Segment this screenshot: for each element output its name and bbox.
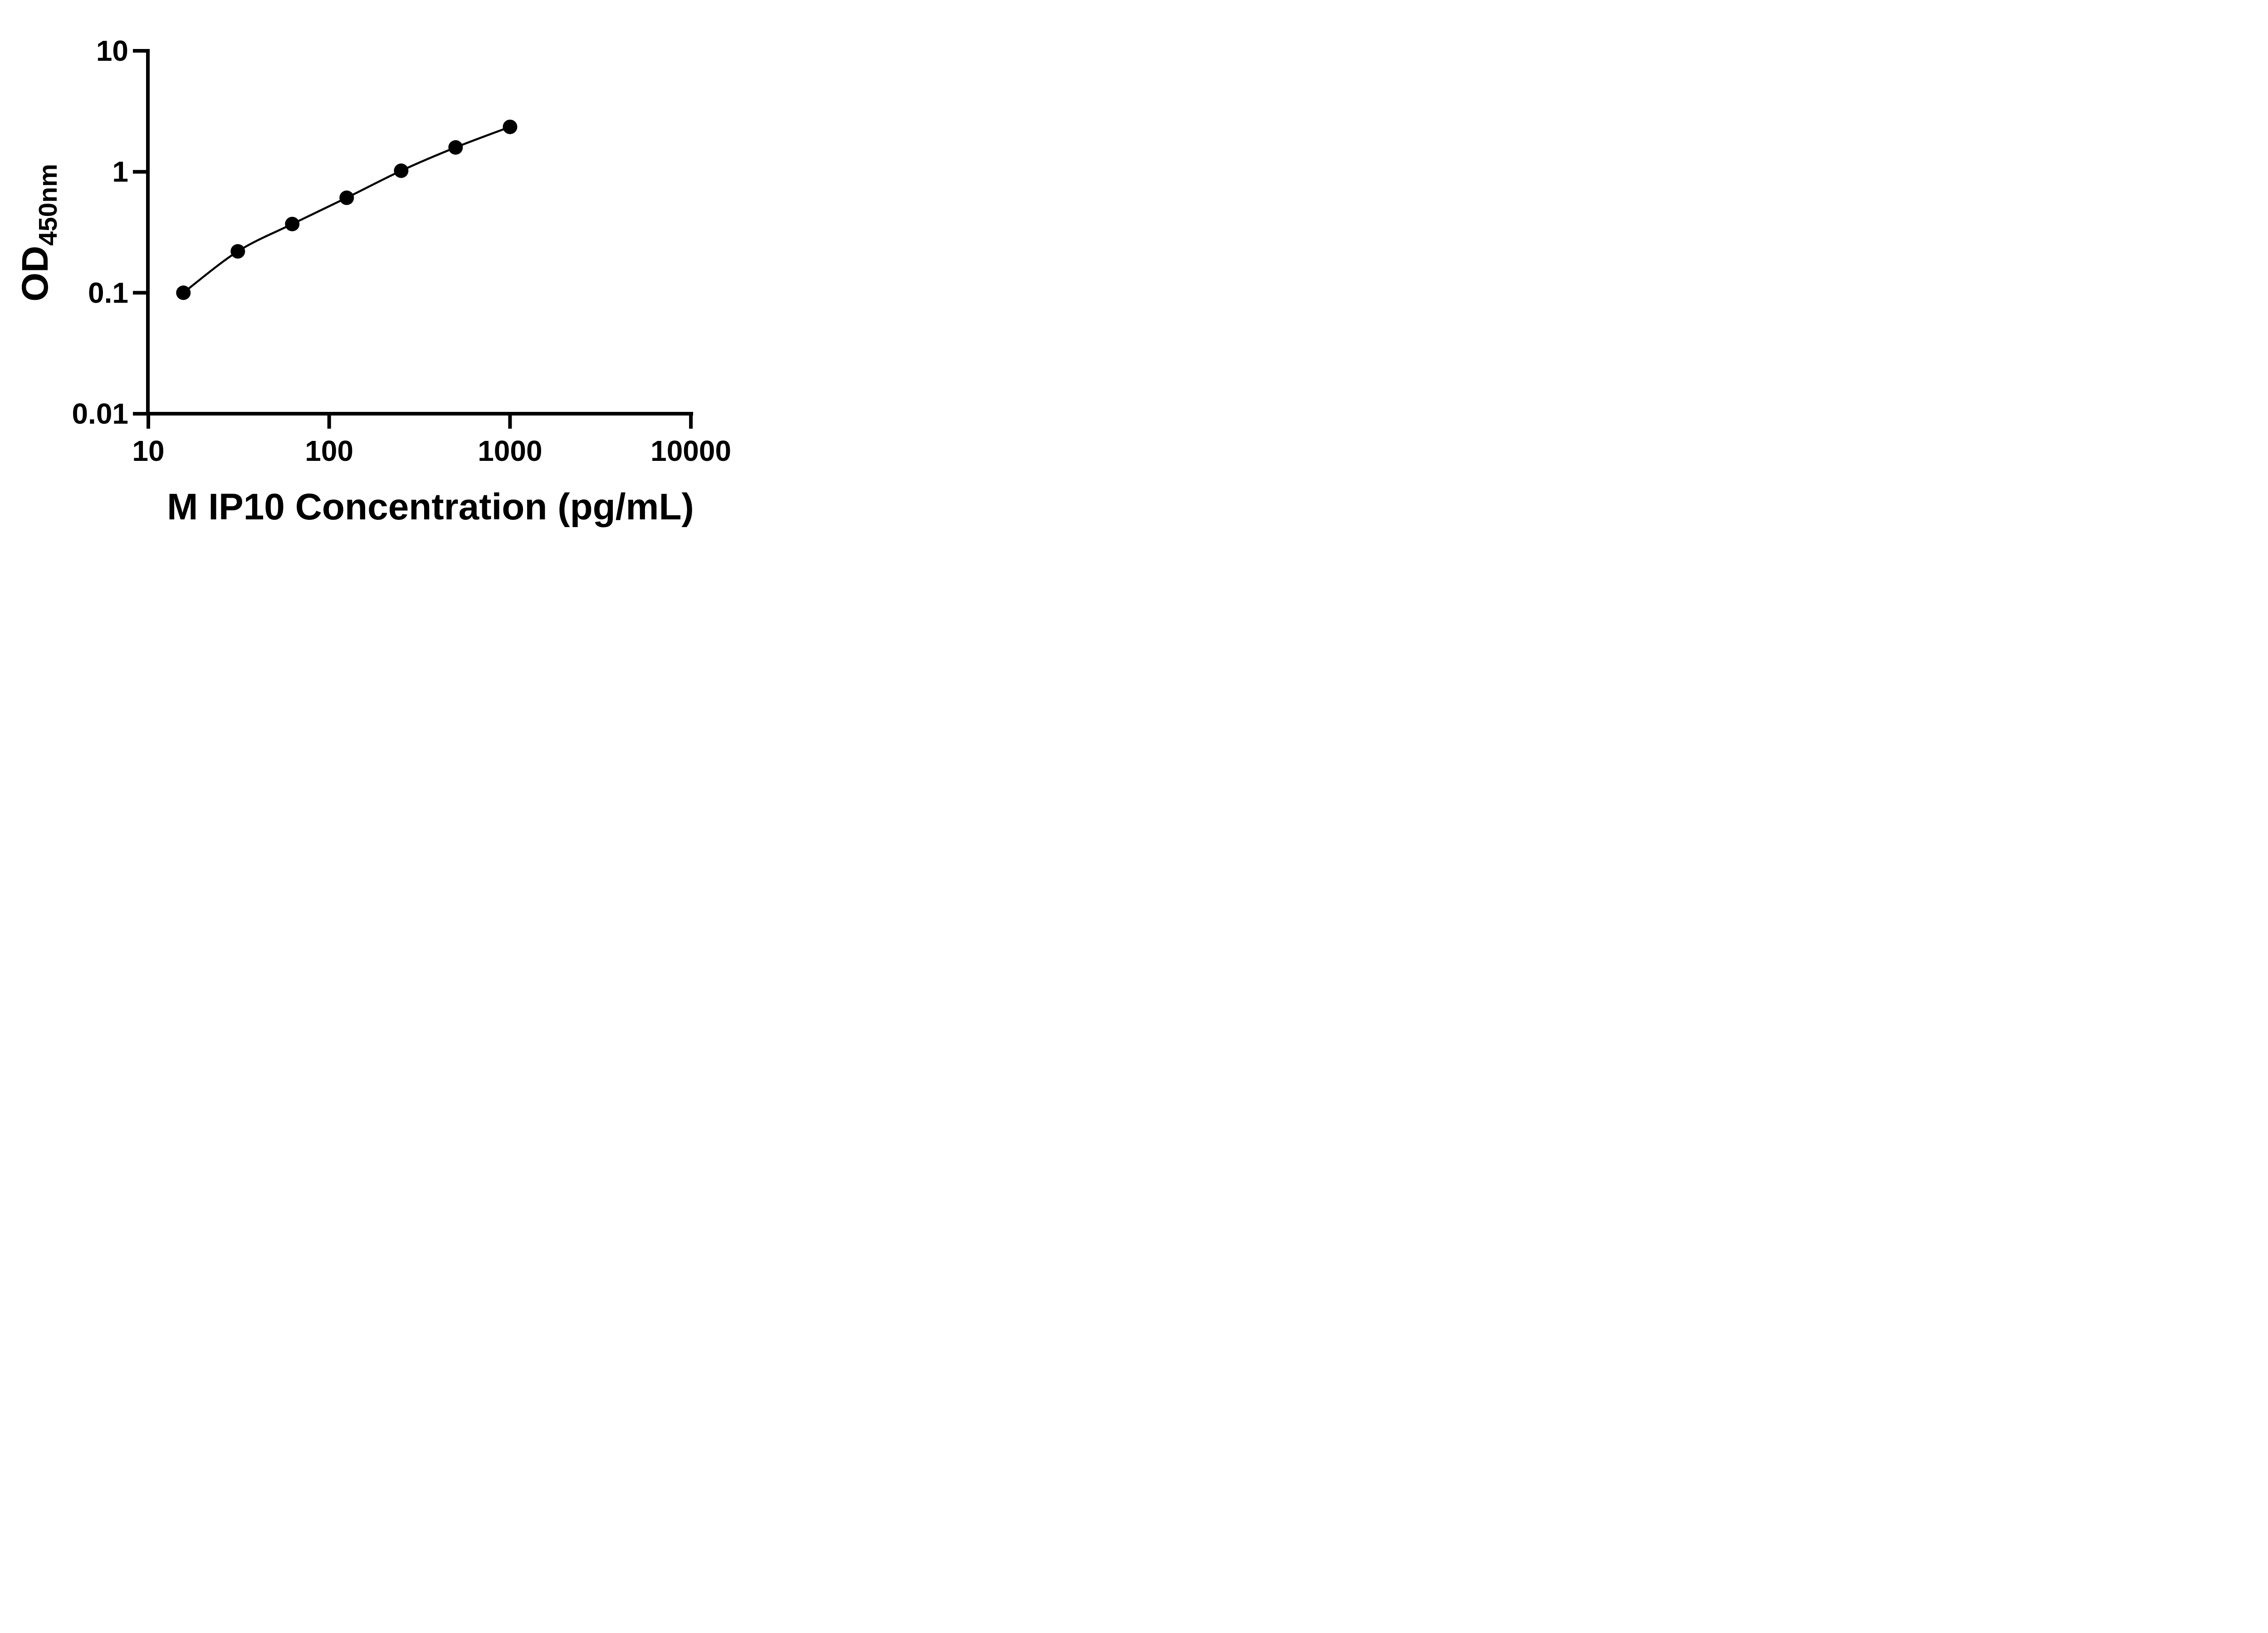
data-point-62.5: [285, 216, 300, 231]
x-tick-label-1000: 1000: [478, 435, 542, 467]
data-points: [176, 119, 518, 300]
y-axis-title: OD450nm: [15, 164, 63, 302]
y-tick-label-10: 10: [96, 34, 128, 67]
data-point-250: [394, 163, 409, 178]
data-point-1000: [503, 119, 518, 134]
x-axis-tick-labels: 10 100 1000 10000: [132, 435, 731, 467]
data-point-500: [448, 140, 463, 155]
x-tick-label-10: 10: [132, 435, 164, 467]
y-axis-title-subscript: 450nm: [34, 164, 63, 246]
data-point-125: [339, 191, 354, 205]
axes: [146, 49, 693, 416]
y-axis-tick-labels: 10 1 0.1 0.01: [72, 34, 128, 430]
y-axis-ticks: [133, 49, 148, 416]
y-tick-label-1: 1: [112, 156, 128, 188]
y-axis-title-main: OD: [15, 246, 56, 302]
chart-canvas: 10 1 0.1 0.01 10 100 1000 10000 M IP10 Concent…: [15, 34, 731, 528]
y-tick-label-0.01: 0.01: [72, 397, 128, 430]
y-tick-label-0.1: 0.1: [88, 276, 128, 309]
elisa-standard-curve-figure: 10 1 0.1 0.01 10 100 1000 10000 M IP10 Concent…: [0, 0, 776, 544]
data-point-15.625: [176, 285, 191, 300]
x-tick-label-100: 100: [305, 435, 353, 467]
x-axis-title: M IP10 Concentration (pg/mL): [167, 486, 694, 528]
data-point-31.25: [230, 244, 245, 259]
x-tick-label-10000: 10000: [650, 435, 731, 467]
x-axis-ticks: [147, 414, 693, 429]
